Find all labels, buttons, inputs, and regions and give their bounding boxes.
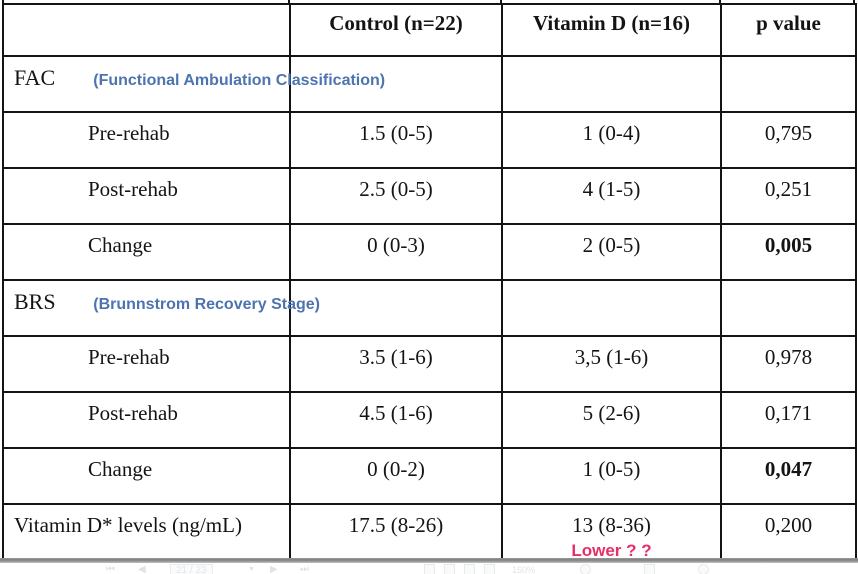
zoom-out-button[interactable]: [580, 564, 591, 574]
section-row-fac: FAC (Functional Ambulation Classificatio…: [2, 55, 857, 113]
last-page-button[interactable]: ⏭: [300, 564, 309, 574]
section-row-brs: BRS (Brunnstrom Recovery Stage): [2, 279, 857, 337]
empty-cell: [501, 55, 722, 113]
control-value: 2.5 (0-5): [289, 167, 503, 225]
empty-cell: [289, 55, 503, 113]
zoom-level-value[interactable]: 150%: [512, 565, 536, 574]
page-dropdown-caret-icon[interactable]: ▼: [248, 566, 255, 573]
p-value-significant: 0,047: [720, 447, 857, 505]
snapshot-tool-button[interactable]: [444, 564, 455, 574]
section-note: (Functional Ambulation Classification): [93, 72, 386, 89]
table-top-stub: [288, 0, 290, 4]
row-label: Change: [2, 223, 291, 281]
fit-page-button[interactable]: [464, 564, 475, 574]
table-top-stub: [2, 0, 4, 4]
section-note: (Brunnstrom Recovery Stage): [93, 296, 320, 313]
section-cell: FAC (Functional Ambulation Classificatio…: [2, 55, 385, 113]
results-table: Control (n=22) Vitamin D (n=16) p value …: [2, 3, 857, 563]
header-p-value: p value: [720, 3, 857, 57]
control-value: 4.5 (1-6): [289, 391, 503, 449]
empty-cell: [289, 279, 503, 337]
table-top-stub: [500, 0, 502, 4]
control-value: 0 (0-3): [289, 223, 503, 281]
fit-width-button[interactable]: [484, 564, 495, 574]
vitamin-d-value: 13 (8-36): [572, 513, 651, 537]
p-value: 0,200: [720, 503, 857, 563]
control-value: 17.5 (8-26): [289, 503, 503, 563]
row-label: Pre-rehab: [2, 111, 291, 169]
row-label: Change: [2, 447, 291, 505]
vitamin-d-value: 3,5 (1-6): [501, 335, 722, 393]
hand-tool-button[interactable]: [424, 564, 435, 574]
pdf-viewer-toolbar: ⏮ ◀ 21 / 23 ▼ ▶ ⏭ 150%: [0, 563, 858, 574]
table-row: Post-rehab 2.5 (0-5) 4 (1-5) 0,251: [2, 167, 857, 225]
table-row-vitamin-levels: Vitamin D* levels (ng/mL) 17.5 (8-26) 13…: [2, 503, 857, 563]
first-page-button[interactable]: ⏮: [106, 564, 115, 574]
page-indicator-input[interactable]: 21 / 23: [170, 564, 213, 574]
section-cell: BRS (Brunnstrom Recovery Stage): [2, 279, 320, 337]
table-row: Post-rehab 4.5 (1-6) 5 (2-6) 0,171: [2, 391, 857, 449]
header-empty: [2, 3, 291, 57]
page-bottom-edge: [0, 558, 858, 563]
table-row: Pre-rehab 1.5 (0-5) 1 (0-4) 0,795: [2, 111, 857, 169]
p-value: 0,978: [720, 335, 857, 393]
vitamin-d-value: 4 (1-5): [501, 167, 722, 225]
vitamin-d-value: 2 (0-5): [501, 223, 722, 281]
vitamin-d-value: 1 (0-4): [501, 111, 722, 169]
vitamin-d-value: 5 (2-6): [501, 391, 722, 449]
header-vitamin-d: Vitamin D (n=16): [501, 3, 722, 57]
section-label: BRS: [14, 289, 56, 314]
table-row: Pre-rehab 3.5 (1-6) 3,5 (1-6) 0,978: [2, 335, 857, 393]
row-label: Post-rehab: [2, 167, 291, 225]
header-row: Control (n=22) Vitamin D (n=16) p value: [2, 3, 857, 57]
control-value: 1.5 (0-5): [289, 111, 503, 169]
next-page-button[interactable]: ▶: [270, 564, 278, 574]
reviewer-annotation: Lower ? ?: [571, 541, 652, 560]
table-top-stub: [853, 0, 855, 4]
p-value-significant: 0,005: [720, 223, 857, 281]
control-value: 3.5 (1-6): [289, 335, 503, 393]
p-value: 0,171: [720, 391, 857, 449]
row-label: Pre-rehab: [2, 335, 291, 393]
table-row: Change 0 (0-3) 2 (0-5) 0,005: [2, 223, 857, 281]
empty-cell: [501, 279, 722, 337]
p-value: 0,795: [720, 111, 857, 169]
section-label: FAC: [14, 65, 56, 90]
table-top-stub: [719, 0, 721, 4]
p-value: 0,251: [720, 167, 857, 225]
row-label: Vitamin D* levels (ng/mL): [2, 503, 291, 563]
zoom-slider-handle[interactable]: [644, 564, 655, 574]
header-control: Control (n=22): [289, 3, 503, 57]
prev-page-button[interactable]: ◀: [138, 564, 146, 574]
empty-cell: [720, 279, 857, 337]
vitamin-d-value-cell: 13 (8-36) Lower ? ?: [501, 503, 722, 563]
row-label: Post-rehab: [2, 391, 291, 449]
vitamin-d-value: 1 (0-5): [501, 447, 722, 505]
zoom-in-button[interactable]: [698, 564, 709, 574]
control-value: 0 (0-2): [289, 447, 503, 505]
table-row: Change 0 (0-2) 1 (0-5) 0,047: [2, 447, 857, 505]
empty-cell: [720, 55, 857, 113]
